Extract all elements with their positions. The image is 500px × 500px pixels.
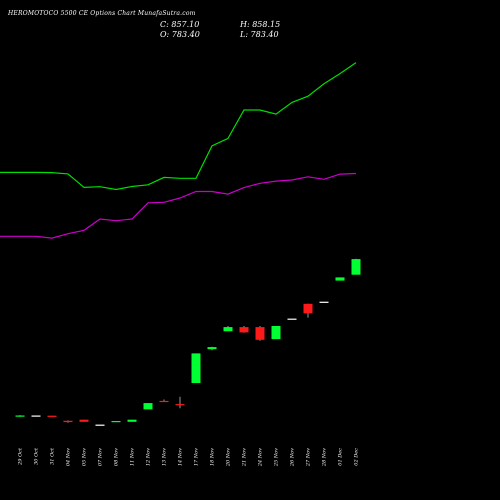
x-tick-label: 29 Oct xyxy=(18,447,24,466)
band-upper-line xyxy=(0,62,357,191)
candle xyxy=(111,421,121,423)
candle xyxy=(79,419,89,422)
candle-body xyxy=(303,303,313,314)
candle xyxy=(319,301,329,303)
x-axis-ticks: 29 Oct 30 Oct 31 Oct 04 Nov 05 Nov 07 Nov 08 N… xyxy=(18,447,360,467)
candle xyxy=(239,326,249,333)
open-value: O: 783.40 xyxy=(160,30,200,39)
close-value: C: 857.10 xyxy=(160,20,200,29)
candle-body xyxy=(175,404,185,406)
x-tick-label: 12 Nov xyxy=(146,448,152,466)
candle-body xyxy=(31,415,41,417)
candles-layer xyxy=(15,258,361,426)
candle xyxy=(63,420,73,423)
x-tick-label: 05 Nov xyxy=(82,448,88,466)
candle-body xyxy=(271,326,281,340)
candle xyxy=(159,399,169,403)
candle-body xyxy=(111,421,121,423)
candle-body xyxy=(47,415,57,417)
candle xyxy=(207,346,217,351)
x-tick-label: 11 Nov xyxy=(130,448,136,466)
x-tick-label: 20 Nov xyxy=(226,448,232,467)
candle-body xyxy=(127,419,137,422)
x-tick-label: 28 Nov xyxy=(322,448,328,467)
candle-body xyxy=(191,353,201,383)
candle xyxy=(335,277,345,281)
candle-body xyxy=(239,327,249,333)
chart-title: HEROMOTOCO 5500 CE Options Chart MunafaS… xyxy=(8,10,196,17)
x-tick-label: 02 Dec xyxy=(354,448,360,466)
candle xyxy=(143,403,153,410)
candle xyxy=(175,396,185,409)
x-tick-label: 27 Nov xyxy=(306,448,312,467)
x-tick-label: 30 Oct xyxy=(34,447,40,465)
x-tick-label: 07 Nov xyxy=(98,448,104,466)
candle-body xyxy=(319,301,329,303)
x-tick-label: 14 Nov xyxy=(178,448,184,466)
x-tick-label: 01 Dec xyxy=(338,448,344,466)
candle-body xyxy=(351,259,361,275)
candle xyxy=(351,258,361,275)
candle-body xyxy=(95,424,105,426)
candle xyxy=(303,303,313,318)
candle-body xyxy=(143,403,153,410)
candle-body xyxy=(15,415,25,417)
x-tick-label: 04 Nov xyxy=(66,448,72,466)
x-tick-label: 18 Nov xyxy=(210,448,216,466)
x-tick-label: 08 Nov xyxy=(114,448,120,466)
candle xyxy=(271,326,281,340)
x-tick-label: 24 Nov xyxy=(258,448,264,467)
candle-body xyxy=(223,327,233,332)
low-value: L: 783.40 xyxy=(240,30,279,39)
candle xyxy=(223,326,233,332)
candle-body xyxy=(287,318,297,320)
candle-body xyxy=(63,420,73,423)
x-tick-label: 21 Nov xyxy=(242,448,248,467)
candle-body xyxy=(79,419,89,422)
x-tick-label: 26 Nov xyxy=(290,448,296,467)
candle xyxy=(31,415,41,417)
candle xyxy=(191,353,201,383)
candle-body xyxy=(159,400,169,403)
x-tick-label: 17 Nov xyxy=(194,448,200,466)
band-lower-line xyxy=(0,172,357,239)
candle xyxy=(47,415,57,417)
candle-body xyxy=(207,347,217,350)
candle xyxy=(255,326,265,341)
x-tick-label: 13 Nov xyxy=(162,448,168,466)
x-tick-label: 25 Nov xyxy=(274,448,280,467)
candle xyxy=(287,318,297,320)
candle xyxy=(127,419,137,422)
high-value: H: 858.15 xyxy=(240,20,281,29)
candle xyxy=(15,415,25,417)
x-tick-label: 31 Oct xyxy=(50,447,56,465)
candle xyxy=(95,424,105,426)
bands-layer xyxy=(0,62,357,239)
candle-body xyxy=(255,327,265,340)
candle-body xyxy=(335,277,345,281)
